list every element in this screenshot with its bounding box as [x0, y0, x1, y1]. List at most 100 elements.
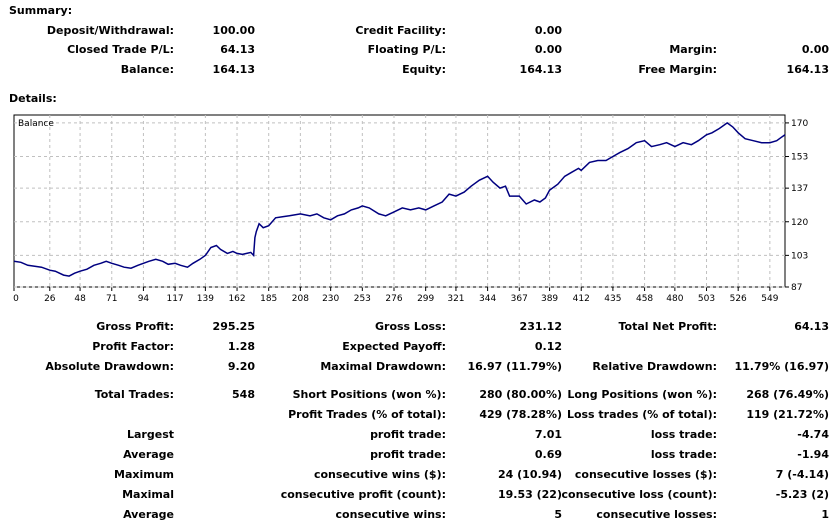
balance-chart: 87 103 120 137 153 170 0 26 48 71 94 117 139 162 185 2…: [13, 114, 808, 304]
details-label: consecutive profit (count):: [280, 488, 446, 501]
x-tick-label: 299: [417, 294, 434, 304]
chart-legend-label: Balance: [18, 119, 54, 129]
details-value: -4.74: [797, 428, 829, 441]
details-label: Loss trades (% of total):: [566, 408, 717, 421]
summary-label: Balance:: [120, 63, 174, 76]
x-tick-label: 26: [44, 294, 56, 304]
summary-value: 164.13: [212, 63, 255, 76]
summary-label: Closed Trade P/L:: [67, 43, 174, 56]
details-label: Expected Payoff:: [342, 340, 446, 353]
details-value: 0.12: [534, 340, 562, 353]
chart-grid: [13, 115, 789, 291]
y-tick-label: 137: [791, 184, 808, 194]
details-value: 19.53 (22): [498, 488, 562, 501]
balance-series-line: [13, 121, 786, 277]
details-label: consecutive wins:: [335, 508, 446, 521]
details-label: Long Positions (won %):: [567, 388, 717, 401]
y-tick-label: 170: [791, 119, 808, 129]
details-label: profit trade:: [370, 448, 446, 461]
details-value: 24 (10.94): [498, 468, 562, 481]
x-tick-label: 389: [541, 294, 558, 304]
details-value: 119 (21.72%): [746, 408, 829, 421]
x-tick-label: 162: [228, 294, 245, 304]
x-tick-label: 480: [666, 294, 683, 304]
summary-value: 0.00: [534, 43, 562, 56]
x-tick-label: 503: [698, 294, 715, 304]
details-value: 9.20: [227, 360, 255, 373]
details-value: 1: [821, 508, 829, 521]
summary-label: Floating P/L:: [367, 43, 446, 56]
summary-label: Margin:: [669, 43, 717, 56]
summary-value: 164.13: [786, 63, 829, 76]
x-tick-label: 412: [573, 294, 590, 304]
details-label: Profit Trades (% of total):: [288, 408, 446, 421]
details-label: loss trade:: [650, 448, 717, 461]
summary-label: Free Margin:: [638, 63, 717, 76]
details-label: Maximal: [122, 488, 174, 501]
details-value: 7 (-4.14): [775, 468, 829, 481]
x-tick-label: 48: [74, 294, 86, 304]
details-value: 1.28: [227, 340, 255, 353]
details-value: 64.13: [794, 320, 829, 333]
details-label: Absolute Drawdown:: [45, 360, 174, 373]
details-value: 0.69: [534, 448, 562, 461]
y-tick-label: 103: [791, 251, 808, 261]
details-label: profit trade:: [370, 428, 446, 441]
summary-value: 100.00: [212, 24, 255, 37]
details-value: -5.23 (2): [775, 488, 829, 501]
x-tick-label: 276: [385, 294, 402, 304]
details-value: -1.94: [797, 448, 829, 461]
details-label: Gross Profit:: [96, 320, 174, 333]
details-label: Short Positions (won %):: [292, 388, 446, 401]
x-tick-label: 253: [354, 294, 371, 304]
summary-value: 164.13: [519, 63, 562, 76]
details-label: consecutive loss (count):: [561, 488, 717, 501]
details-value: 295.25: [212, 320, 255, 333]
x-tick-label: 549: [761, 294, 778, 304]
details-label: loss trade:: [650, 428, 717, 441]
x-tick-label: 0: [13, 294, 19, 304]
details-value: 429 (78.28%): [479, 408, 562, 421]
x-tick-label: 321: [447, 294, 464, 304]
details-label: Total Trades:: [94, 388, 174, 401]
x-tick-label: 71: [106, 294, 117, 304]
x-tick-label: 230: [322, 294, 339, 304]
details-value: 5: [554, 508, 562, 521]
x-tick-label: 117: [166, 294, 183, 304]
x-tick-label: 435: [604, 294, 621, 304]
y-tick-labels: 87 103 120 137 153 170: [791, 119, 808, 293]
details-value: 16.97 (11.79%): [467, 360, 563, 373]
y-tick-label: 153: [791, 153, 808, 163]
details-value: 280 (80.00%): [479, 388, 562, 401]
summary-label: Equity:: [402, 63, 446, 76]
details-label: Average: [123, 508, 174, 521]
details-label: Average: [123, 448, 174, 461]
x-tick-labels: 0 26 48 71 94 117 139 162 185 208 230 253 276 299 321 3…: [13, 294, 779, 304]
x-tick-label: 367: [511, 294, 528, 304]
details-value: 548: [232, 388, 255, 401]
summary-label: Credit Facility:: [355, 24, 446, 37]
summary-label: Deposit/Withdrawal:: [46, 24, 174, 37]
summary-title: Summary:: [9, 4, 73, 17]
x-tick-label: 94: [138, 294, 150, 304]
details-label: Maximum: [114, 468, 174, 481]
plot-area: [13, 114, 786, 288]
details-label: Maximal Drawdown:: [320, 360, 446, 373]
details-title: Details:: [9, 92, 57, 105]
summary-value: 0.00: [801, 43, 829, 56]
x-tick-label: 185: [260, 294, 277, 304]
details-value: 7.01: [534, 428, 562, 441]
x-tick-label: 458: [636, 294, 653, 304]
details-label: consecutive losses ($):: [574, 468, 717, 481]
details-label: Relative Drawdown:: [592, 360, 717, 373]
summary-value: 0.00: [534, 24, 562, 37]
details-label: Largest: [127, 428, 174, 441]
details-label: Profit Factor:: [92, 340, 174, 353]
details-label: Gross Loss:: [375, 320, 446, 333]
details-value: 231.12: [519, 320, 562, 333]
details-value: 11.79% (16.97): [734, 360, 830, 373]
details-label: consecutive wins ($):: [313, 468, 446, 481]
x-tick-label: 208: [292, 294, 309, 304]
x-tick-label: 139: [197, 294, 214, 304]
y-tick-label: 120: [791, 218, 808, 228]
